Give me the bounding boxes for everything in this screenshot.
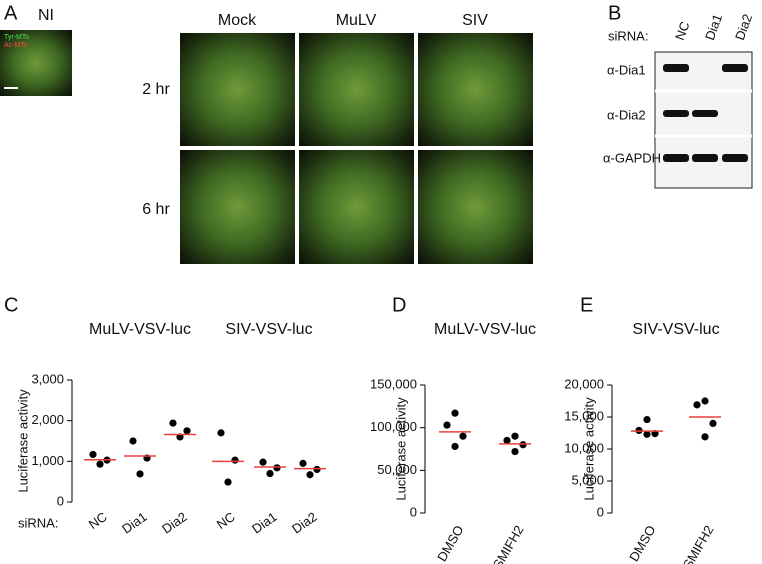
band xyxy=(663,110,689,117)
lane-label: Dia2 xyxy=(732,12,755,42)
y-tick-label: 10,000 xyxy=(564,440,604,455)
band xyxy=(722,154,748,162)
dot xyxy=(511,447,519,456)
micrograph xyxy=(418,150,533,264)
dot xyxy=(217,429,225,437)
y-tick-label: 0 xyxy=(410,504,417,519)
x-tick-label: NC xyxy=(86,509,110,532)
dot xyxy=(231,456,239,464)
y-tick-label: 0 xyxy=(597,504,604,519)
y-tick-label: 3,000 xyxy=(31,371,64,386)
dot xyxy=(693,401,701,409)
band xyxy=(692,110,718,117)
blot xyxy=(654,51,753,189)
row-label: 2 hr xyxy=(142,81,170,98)
dot xyxy=(443,421,451,429)
micrograph xyxy=(180,33,295,146)
x-tick-label: SMIFH2 xyxy=(680,523,717,564)
panel-label: E xyxy=(580,294,593,316)
dot xyxy=(183,427,191,435)
dot xyxy=(259,458,267,466)
dot xyxy=(451,409,459,417)
micrograph xyxy=(418,33,533,146)
x-tick-label: Dia2 xyxy=(159,509,190,537)
dot xyxy=(701,397,709,405)
dot xyxy=(96,460,104,468)
y-tick-label: 0 xyxy=(57,493,64,508)
dot xyxy=(519,441,527,449)
y-tick-label: 150,000 xyxy=(370,376,417,391)
y-axis-label: Luciferase activity xyxy=(581,397,596,501)
micrograph xyxy=(180,150,295,264)
band xyxy=(663,154,689,162)
column-label: MuLV xyxy=(336,12,377,29)
group-title: MuLV-VSV-luc xyxy=(434,321,536,338)
x-tick-label: DMSO xyxy=(434,523,466,564)
x-tick-label: DMSO xyxy=(626,523,658,564)
micrograph xyxy=(299,150,414,264)
panel-label: A xyxy=(4,2,18,24)
x-tick-label: Dia1 xyxy=(119,509,150,537)
lane-label: NC xyxy=(672,19,693,42)
panel-label: D xyxy=(392,294,406,316)
dot xyxy=(651,430,659,438)
x-prefix: siRNA: xyxy=(18,515,58,530)
group-title: SIV-VSV-luc xyxy=(632,321,719,338)
dot xyxy=(643,430,651,438)
panel-label: C xyxy=(4,294,18,316)
micrograph xyxy=(299,33,414,146)
band xyxy=(692,154,718,162)
legend-green: Tyr-MTs xyxy=(4,34,29,41)
y-tick-label: 1,000 xyxy=(31,453,64,468)
x-tick-label: Dia1 xyxy=(249,509,280,537)
dot xyxy=(169,419,177,427)
dot xyxy=(701,433,709,441)
x-tick-label: Dia2 xyxy=(289,509,320,537)
y-tick-label: 100,000 xyxy=(370,419,417,434)
lane-label: Dia1 xyxy=(702,12,725,42)
blot-label: α-GAPDH xyxy=(603,150,661,165)
dot xyxy=(299,459,307,467)
band xyxy=(722,64,748,72)
band xyxy=(663,64,689,72)
dot xyxy=(266,469,274,478)
column-label: SIV xyxy=(462,12,488,29)
group-title: MuLV-VSV-luc xyxy=(89,321,191,338)
dot xyxy=(511,432,519,440)
dot xyxy=(451,442,459,451)
y-axis-label: Luciferase activity xyxy=(393,397,408,501)
dot xyxy=(503,436,511,445)
dot xyxy=(89,450,97,459)
sirna-label: siRNA: xyxy=(608,28,648,43)
group-title: SIV-VSV-luc xyxy=(225,321,312,338)
dot xyxy=(709,419,717,427)
y-tick-label: 15,000 xyxy=(564,408,604,423)
legend-red: Ac-MTs xyxy=(4,42,28,49)
x-tick-label: NC xyxy=(214,509,238,532)
dot xyxy=(306,471,314,479)
ni-label: NI xyxy=(38,7,54,24)
dot xyxy=(643,415,651,424)
dot xyxy=(313,465,321,474)
dot xyxy=(136,470,144,478)
dot xyxy=(129,437,137,445)
x-tick-label: SMIFH2 xyxy=(490,523,527,564)
y-tick-label: 20,000 xyxy=(564,376,604,391)
dot xyxy=(224,478,232,486)
y-tick-label: 50,000 xyxy=(377,462,417,477)
blot-label: α-Dia2 xyxy=(607,107,646,122)
y-tick-label: 2,000 xyxy=(31,412,64,427)
row-label: 6 hr xyxy=(142,201,170,218)
blot-label: α-Dia1 xyxy=(607,62,646,77)
column-label: Mock xyxy=(218,12,257,29)
y-axis-label: Luciferase activity xyxy=(15,389,30,493)
y-tick-label: 5,000 xyxy=(571,472,604,487)
dot xyxy=(273,464,281,472)
panel-label: B xyxy=(608,2,621,24)
dot xyxy=(459,432,467,440)
micrograph xyxy=(0,30,72,96)
